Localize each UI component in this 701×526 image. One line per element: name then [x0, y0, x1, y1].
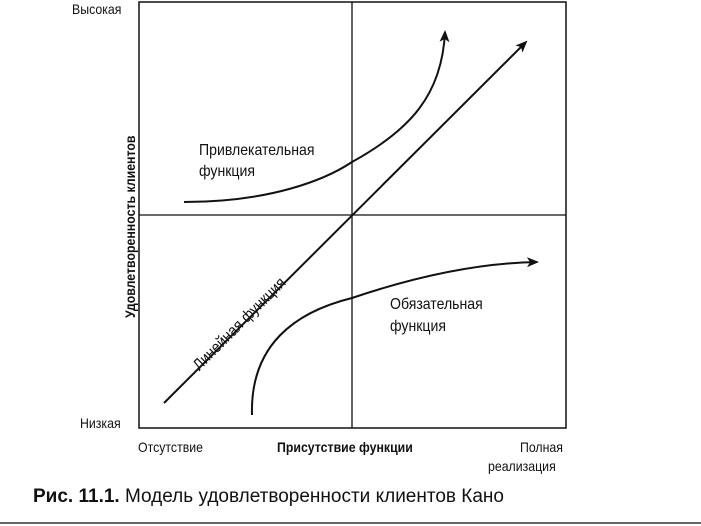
y-axis-label: Удовлетворенность клиентов [122, 135, 138, 318]
must-be-label-2: функция [390, 318, 446, 335]
attractive-label-2: функция [199, 163, 255, 180]
x-left-label: Отсутствие [138, 439, 203, 455]
linear-line [163, 40, 528, 404]
must-be-curve [250, 257, 539, 416]
y-low-label: Низкая [80, 415, 121, 431]
figure-caption: Рис. 11.1. Модель удовлетворенности клие… [33, 486, 504, 508]
must-be-label-1: Обязательная [390, 296, 483, 313]
bottom-rule [0, 522, 701, 524]
x-right-label-1: Полная [520, 439, 563, 455]
attractive-label-1: Привлекательная [199, 142, 315, 159]
x-axis-label: Присутствие функции [277, 439, 413, 455]
x-right-label-2: реализация [488, 458, 556, 474]
caption-number: Рис. 11.1. [33, 486, 120, 507]
y-high-label: Высокая [72, 1, 122, 17]
caption-text: Модель удовлетворенности клиентов Кано [124, 486, 504, 507]
attractive-curve [183, 30, 450, 203]
